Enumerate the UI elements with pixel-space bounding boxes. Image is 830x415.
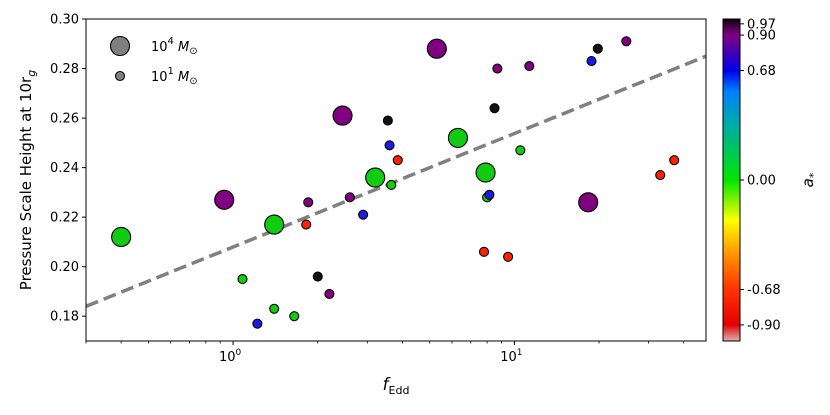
legend-label-base: 10: [151, 70, 168, 85]
x-tick-label-exp: 0: [235, 348, 241, 358]
legend-label-unit: M: [174, 70, 189, 85]
data-point-small: [655, 169, 666, 181]
data-point-small: [524, 61, 535, 72]
y-tick-label: 0.26: [50, 112, 79, 127]
data-point-large: [475, 162, 496, 183]
data-point-small: [503, 251, 514, 262]
legend-marker-large: [109, 35, 131, 57]
colorbar-label-sub: *: [807, 172, 820, 178]
legend-label-unit-sub: ⊙: [189, 76, 197, 87]
legend-label: 104 M⊙: [151, 36, 198, 57]
plot-area: [86, 36, 706, 329]
data-point-large: [365, 167, 386, 188]
x-tick-label: 101: [500, 348, 522, 365]
y-tick-label: 0.30: [50, 13, 79, 28]
y-tick-label: 0.18: [50, 310, 79, 325]
data-point-small: [358, 209, 369, 220]
colorbar-tick-label: 0.97: [747, 17, 776, 32]
data-point-small: [515, 145, 526, 156]
data-point-large: [426, 38, 447, 59]
data-point-large: [264, 214, 285, 235]
legend-label: 101 M⊙: [151, 66, 198, 87]
data-point-small: [237, 274, 248, 285]
colorbar-tick-label: -0.90: [747, 318, 781, 333]
data-point-large: [447, 127, 468, 148]
x-tick-label-base: 10: [500, 350, 517, 365]
legend: 104 M⊙101 M⊙: [109, 35, 198, 87]
y-tick-label: 0.22: [50, 211, 79, 226]
y-tick-label: 0.20: [50, 260, 79, 275]
data-point-small: [301, 219, 312, 230]
colorbar-tick-label: 0.68: [747, 64, 776, 79]
y-axis-label-sub: g: [25, 70, 38, 77]
data-point-small: [269, 303, 280, 314]
data-point-small: [478, 246, 490, 257]
data-point-small: [384, 140, 395, 151]
x-tick-label-base: 10: [219, 350, 236, 365]
data-point-small: [382, 115, 393, 126]
data-point-small: [669, 155, 680, 166]
colorbar-tick-label: 0.00: [747, 174, 776, 189]
data-point-small: [312, 271, 323, 282]
y-tick-label: 0.24: [50, 161, 79, 176]
trend-line: [86, 54, 706, 308]
data-point-small: [344, 192, 355, 203]
plot-frame: [85, 18, 707, 342]
data-point-large: [214, 189, 235, 210]
data-point-small: [324, 288, 335, 299]
data-point-small: [592, 43, 603, 54]
data-point-large: [332, 105, 353, 126]
x-tick-label: 100: [219, 348, 242, 365]
data-point-small: [303, 197, 314, 208]
data-point-large: [578, 192, 599, 213]
x-axis-label-sub: Edd: [389, 384, 410, 397]
data-point-small: [586, 56, 597, 67]
data-point-small: [489, 103, 500, 114]
data-point-small: [492, 63, 503, 74]
x-tick-label-exp: 1: [517, 348, 523, 358]
colorbar-tick-label: 0.90: [747, 29, 776, 44]
colorbar-label: a*: [799, 172, 820, 187]
data-point-small: [252, 318, 263, 329]
legend-label-unit-sub: ⊙: [189, 46, 197, 57]
data-point-small: [392, 155, 403, 166]
data-point-small: [386, 179, 397, 191]
legend-marker-small: [114, 70, 126, 82]
legend-label-unit: M: [174, 40, 189, 55]
data-point-small: [289, 311, 300, 322]
data-point-small: [484, 189, 495, 200]
colorbar-gradient: [722, 18, 741, 342]
x-axis-label: fEdd: [383, 375, 410, 397]
legend-label-exp: 4: [168, 36, 174, 47]
data-point-large: [111, 226, 132, 248]
data-point-small: [621, 36, 632, 47]
colorbar-tick-label: -0.68: [747, 283, 781, 298]
y-axis-label: Pressure Scale Height at 10rg: [17, 70, 38, 290]
legend-label-base: 10: [151, 40, 168, 55]
legend-label-exp: 1: [168, 66, 174, 77]
colorbar: 0.970.90 0.68 0.00 -0.68 -0.90: [722, 17, 781, 342]
y-tick-label: 0.28: [50, 62, 79, 77]
